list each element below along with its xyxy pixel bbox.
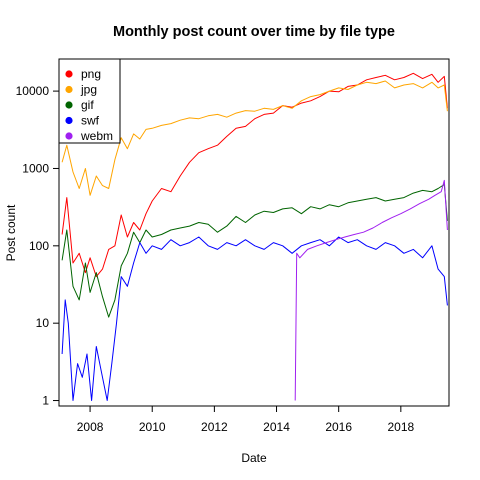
- series-line-jpg: [61, 80, 448, 196]
- y-axis-label: Post count: [4, 204, 18, 261]
- y-tick-label: 1000: [22, 161, 49, 175]
- y-tick-label: 10000: [16, 84, 50, 98]
- legend-marker-swf: [65, 116, 73, 125]
- legend-marker-webm: [65, 132, 73, 140]
- series-layer: [61, 72, 448, 401]
- x-tick-label: 2016: [325, 420, 352, 434]
- legend-label-gif: gif: [81, 98, 94, 112]
- series-line-swf: [61, 236, 448, 401]
- y-tick-label: 1: [42, 394, 49, 408]
- y-tick-label: 10: [36, 316, 50, 330]
- legend-marker-jpg: [65, 85, 73, 94]
- plot-frame: [58, 58, 450, 407]
- x-tick-label: 2018: [387, 420, 414, 434]
- x-tick-label: 2010: [139, 420, 166, 434]
- legend-marker-png: [65, 70, 73, 78]
- x-axis-label: Date: [241, 451, 267, 465]
- legend-label-swf: swf: [81, 114, 100, 128]
- legend-label-webm: webm: [80, 129, 113, 143]
- legend-label-jpg: jpg: [80, 83, 97, 97]
- legend-label-png: png: [81, 67, 101, 81]
- axes-layer: 2008 2010 2012 2014 2016 2018 1 10 100 1000 10000: [16, 84, 415, 434]
- x-tick-label: 2008: [77, 420, 104, 434]
- series-line-png: [61, 72, 448, 278]
- chart-title: Monthly post count over time by file typ…: [113, 24, 395, 40]
- x-tick-label: 2012: [201, 420, 228, 434]
- legend-marker-gif: [65, 101, 73, 109]
- y-tick-label: 100: [29, 239, 49, 253]
- series-line-gif: [61, 184, 448, 318]
- x-tick-label: 2014: [263, 420, 290, 434]
- series-line-webm: [294, 179, 448, 401]
